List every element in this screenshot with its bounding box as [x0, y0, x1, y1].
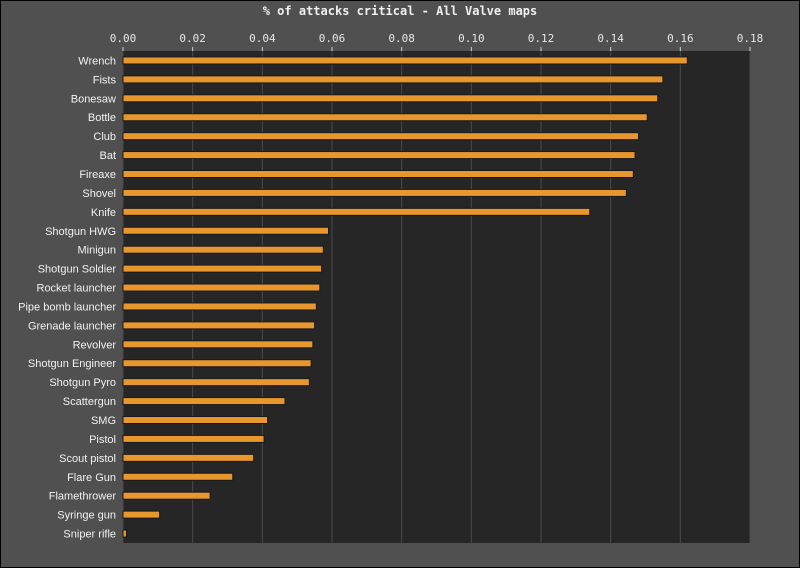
category-label: SMG — [91, 415, 116, 427]
bar — [122, 416, 269, 424]
bar — [122, 56, 688, 65]
category-label: Shotgun HWG — [45, 226, 116, 238]
category-label: Pipe bomb launcher — [18, 301, 116, 313]
bar — [122, 75, 664, 84]
bar — [122, 340, 314, 349]
bar — [122, 207, 591, 216]
x-tick-label: 0.14 — [597, 32, 624, 45]
category-label: Knife — [91, 207, 116, 219]
category-label: Syringe gun — [57, 510, 116, 522]
category-label: Shotgun Pyro — [49, 377, 116, 389]
bar — [122, 378, 310, 387]
category-label: Minigun — [77, 245, 116, 257]
category-label: Club — [93, 131, 116, 143]
x-tick-label: 0.10 — [458, 32, 485, 45]
bar — [122, 397, 286, 406]
bar — [122, 472, 234, 481]
category-label: Flamethrower — [49, 491, 117, 503]
category-label: Fists — [93, 74, 117, 86]
bar — [122, 453, 255, 462]
bar — [122, 510, 161, 519]
category-label: Shotgun Engineer — [28, 358, 116, 370]
category-label: Shotgun Soldier — [38, 264, 117, 276]
category-label: Wrench — [78, 55, 116, 67]
bar — [122, 359, 312, 368]
category-label: Rocket launcher — [37, 283, 117, 295]
bar — [122, 188, 627, 197]
x-tick-label: 0.02 — [179, 32, 206, 45]
bar — [122, 132, 640, 141]
x-tick-label: 0.12 — [528, 32, 555, 45]
x-tick-label: 0.16 — [667, 32, 694, 45]
category-label: Shovel — [82, 188, 116, 200]
bar — [122, 529, 127, 538]
x-tick-label: 0.08 — [388, 32, 415, 45]
bar — [122, 264, 323, 273]
category-label: Flare Gun — [67, 472, 116, 484]
x-tick-label: 0.06 — [319, 32, 346, 45]
x-tick-label: 0.00 — [110, 32, 137, 45]
bar — [122, 94, 659, 103]
category-label: Sniper rifle — [63, 529, 116, 541]
category-label: Scout pistol — [59, 453, 116, 465]
y-axis: Wrench Fists Bonesaw Bottle Club Bat Fireaxe Sh… — [18, 55, 116, 540]
bar — [122, 321, 316, 330]
x-tick-label: 0.18 — [737, 32, 764, 45]
bar — [122, 226, 330, 235]
x-axis: 0.00 0.02 0.04 0.06 0.08 0.10 0.12 0.14 0.16 0.18 — [110, 32, 764, 51]
bar — [122, 302, 317, 311]
bar — [122, 170, 634, 178]
bar — [122, 151, 636, 160]
chart-title: % of attacks critical - All Valve maps — [263, 4, 538, 18]
category-label: Grenade launcher — [28, 320, 116, 332]
bar — [122, 491, 211, 500]
category-label: Bat — [99, 150, 116, 162]
bar — [122, 113, 648, 122]
category-label: Fireaxe — [79, 169, 116, 181]
category-label: Bottle — [88, 112, 116, 124]
plot-area — [123, 51, 750, 543]
bar — [122, 434, 265, 443]
bar — [122, 245, 324, 254]
bars — [122, 56, 688, 538]
category-label: Revolver — [73, 339, 117, 351]
x-tick-label: 0.04 — [249, 32, 276, 45]
category-label: Pistol — [89, 434, 116, 446]
category-label: Bonesaw — [71, 93, 116, 105]
bar — [122, 283, 321, 292]
category-label: Scattergun — [63, 396, 116, 408]
